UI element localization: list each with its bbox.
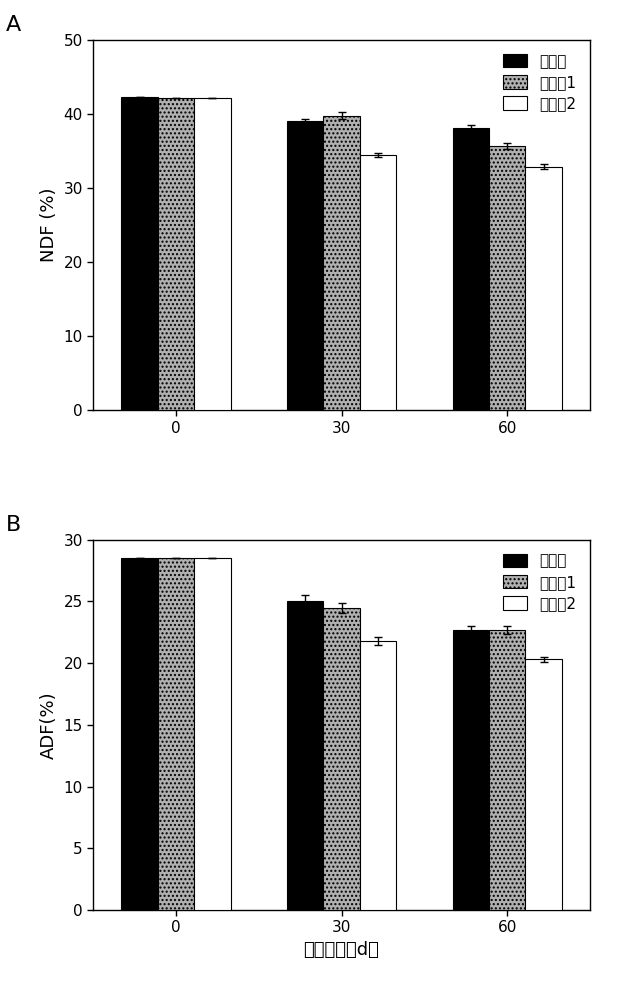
Bar [360,641,396,910]
Legend: 对照组, 试验组1, 试验组2: 对照组, 试验组1, 试验组2 [496,547,582,617]
Bar [121,97,158,410]
Bar [287,601,324,910]
Bar [489,630,525,910]
Bar [453,630,489,910]
Bar [489,146,525,410]
Bar [453,128,489,410]
Text: B: B [6,515,22,535]
Bar [525,659,562,910]
Bar [324,608,360,910]
X-axis label: 青贮时间（d）: 青贮时间（d） [304,941,379,959]
Bar [360,155,396,410]
Y-axis label: NDF (%): NDF (%) [40,188,58,262]
Bar [158,558,194,910]
Bar [158,98,194,410]
Bar [324,116,360,410]
Bar [287,121,324,410]
Bar [525,167,562,410]
Text: A: A [6,15,22,35]
Bar [194,558,230,910]
Bar [194,98,230,410]
Bar [121,558,158,910]
Y-axis label: ADF(%): ADF(%) [40,691,58,759]
Legend: 对照组, 试验组1, 试验组2: 对照组, 试验组1, 试验组2 [496,48,582,117]
